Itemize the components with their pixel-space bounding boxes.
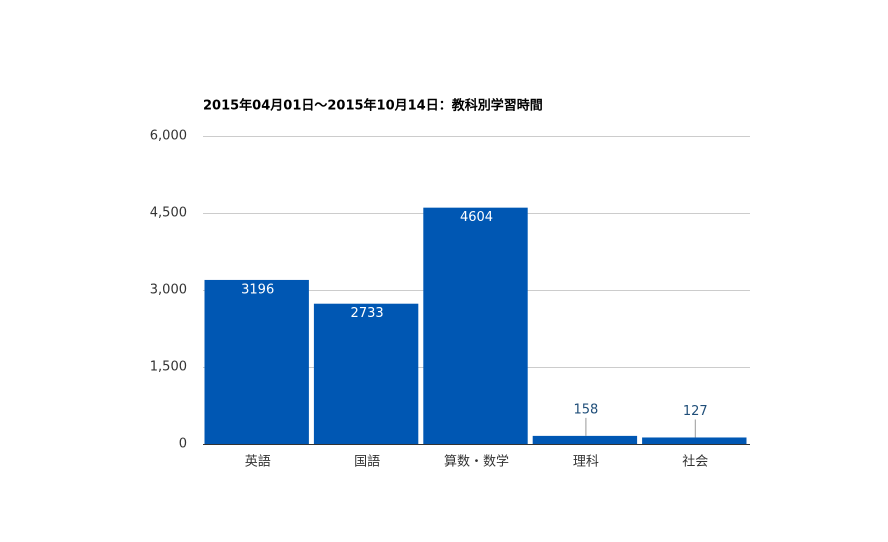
data-label: 4604 — [460, 210, 493, 225]
x-tick-label: 英語 — [245, 454, 271, 470]
data-label: 158 — [573, 402, 598, 417]
x-tick-label: 社会 — [682, 454, 708, 470]
data-label: 127 — [683, 404, 708, 419]
y-tick-label: 1,500 — [150, 360, 187, 375]
x-tick-label: 理科 — [573, 455, 599, 470]
y-tick-label: 4,500 — [150, 206, 187, 221]
chart-title: 2015年04月01日～2015年10月14日：教科別学習時間 — [203, 98, 543, 114]
data-label: 2733 — [351, 306, 384, 321]
data-label: 3196 — [241, 282, 274, 297]
y-tick-label: 6,000 — [150, 129, 187, 144]
bar — [642, 437, 747, 444]
bar — [423, 207, 528, 444]
bar — [313, 303, 419, 444]
x-tick-label: 国語 — [354, 454, 380, 470]
y-tick-label: 3,000 — [150, 283, 187, 298]
y-tick-label: 0 — [179, 437, 187, 452]
x-tick-label: 算数・数学 — [444, 454, 509, 470]
bar — [204, 279, 309, 444]
bar — [532, 435, 638, 444]
